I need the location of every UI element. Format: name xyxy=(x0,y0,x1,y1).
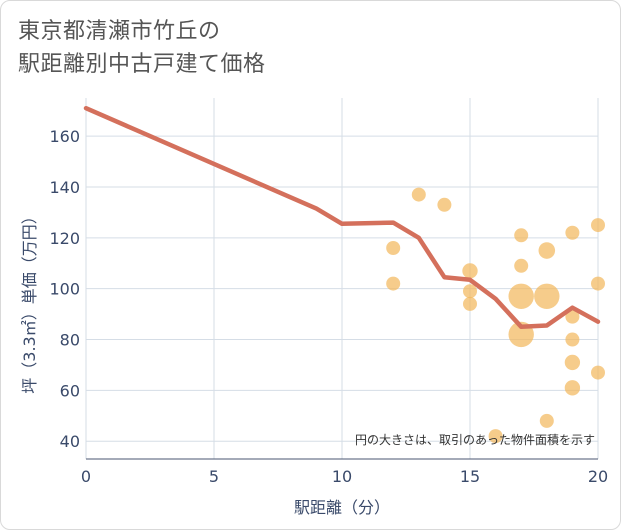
bubble-point xyxy=(488,429,503,444)
y-tick-label: 40 xyxy=(60,432,80,451)
y-tick-label: 100 xyxy=(49,280,80,299)
bubble-point xyxy=(386,240,401,255)
y-tick-label: 120 xyxy=(49,229,80,248)
bubble-point xyxy=(564,380,581,396)
bubble-point xyxy=(508,283,534,310)
bubble-point xyxy=(386,276,401,291)
bubble-point xyxy=(538,242,556,259)
bubble-point xyxy=(514,228,529,243)
bubble-series xyxy=(386,187,605,444)
bubble-point xyxy=(463,296,477,311)
bubble-point xyxy=(591,218,605,233)
y-tick-label: 60 xyxy=(60,381,80,400)
y-tick-label: 140 xyxy=(49,178,80,197)
y-tick-label: 80 xyxy=(60,331,80,350)
bubble-point xyxy=(534,283,560,310)
axes: 40 60 80 100 120 140 160 0 5 10 15 20 xyxy=(49,127,608,486)
bubble-point xyxy=(565,332,580,347)
bubble-point xyxy=(463,284,477,299)
x-tick-label: 15 xyxy=(460,467,480,486)
bubble-point xyxy=(564,354,581,371)
bubble-point xyxy=(437,197,452,212)
bubble-point xyxy=(539,413,554,428)
grid xyxy=(85,98,599,459)
x-tick-label: 0 xyxy=(81,467,91,486)
chart-title-line2: 駅距離別中古戸建て価格 xyxy=(18,52,266,77)
bubble-point xyxy=(591,365,605,380)
bubble-point xyxy=(462,263,478,279)
chart-title: 東京都清瀬市竹丘の 駅距離別中古戸建て価格 xyxy=(18,15,538,81)
y-tick-label: 160 xyxy=(49,127,80,146)
bubble-point xyxy=(565,309,580,324)
x-tick-label: 10 xyxy=(332,467,352,486)
chart-title-line1: 東京都清瀬市竹丘の xyxy=(18,19,221,44)
line-series xyxy=(83,105,601,330)
chart-note: 円の大きさは、取引のあった物件面積を示す xyxy=(355,432,595,447)
average-price-line xyxy=(83,105,601,330)
bubble-point xyxy=(411,187,426,202)
bubble-point xyxy=(591,276,605,291)
bubble-point xyxy=(565,225,580,240)
y-axis-label: 坪（3.3㎡）単価（万円） xyxy=(20,208,39,393)
x-axis-label: 駅距離（分） xyxy=(294,498,390,517)
x-tick-label: 20 xyxy=(588,467,608,486)
x-tick-label: 5 xyxy=(209,467,219,486)
bubble-point xyxy=(514,258,529,273)
